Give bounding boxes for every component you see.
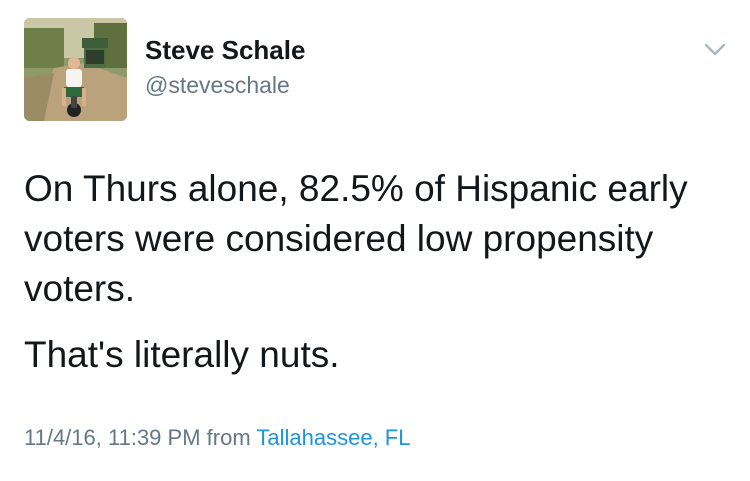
tweet-location-link[interactable]: Tallahassee, FL — [256, 425, 411, 450]
tweet-timestamp[interactable]: 11/4/16, 11:39 PM — [24, 425, 201, 450]
tweet-text: On Thurs alone, 82.5% of Hispanic early … — [24, 164, 724, 396]
avatar[interactable] — [24, 18, 127, 121]
tweet-meta: 11/4/16, 11:39 PM from Tallahassee, FL — [24, 423, 410, 453]
avatar-photo-icon — [24, 18, 127, 121]
chevron-down-icon — [704, 43, 726, 56]
tweet-menu-button[interactable] — [704, 42, 726, 58]
tweet-paragraph: On Thurs alone, 82.5% of Hispanic early … — [24, 168, 688, 309]
tweet-paragraph: That's literally nuts. — [24, 334, 340, 375]
display-name[interactable]: Steve Schale — [145, 35, 306, 65]
user-handle[interactable]: @steveschale — [145, 72, 290, 98]
from-label: from — [206, 425, 251, 450]
